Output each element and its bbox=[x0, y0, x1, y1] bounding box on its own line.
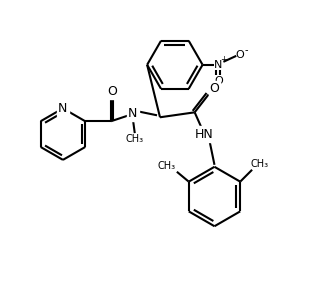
Text: O: O bbox=[214, 76, 223, 86]
Text: N: N bbox=[58, 102, 68, 115]
Text: -: - bbox=[244, 45, 248, 55]
Text: CH₃: CH₃ bbox=[251, 159, 269, 169]
Text: O: O bbox=[210, 82, 220, 95]
Text: N: N bbox=[214, 60, 223, 70]
Text: +: + bbox=[220, 55, 227, 64]
Text: O: O bbox=[236, 50, 244, 60]
Text: O: O bbox=[107, 85, 117, 98]
Text: CH₃: CH₃ bbox=[126, 134, 144, 144]
Text: CH₃: CH₃ bbox=[158, 161, 176, 171]
Text: N: N bbox=[128, 107, 138, 120]
Text: HN: HN bbox=[195, 128, 214, 141]
